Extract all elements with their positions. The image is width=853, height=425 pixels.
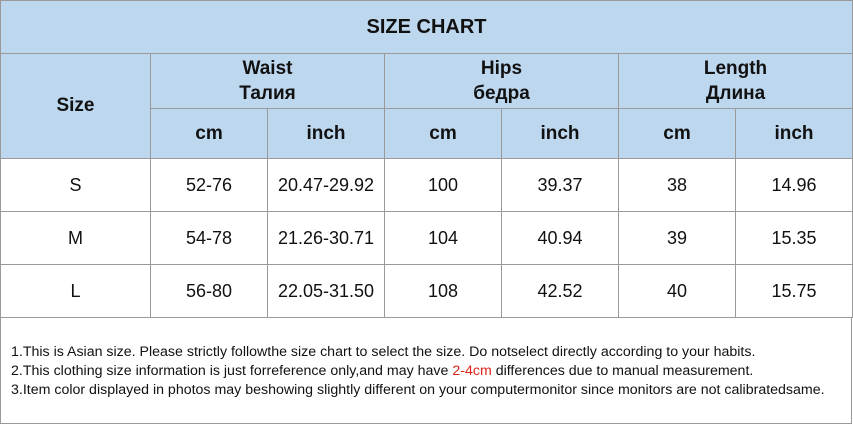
note-text: 2.This clothing size information is just… [11,363,453,379]
unit-row: cm inch cm inch cm inch [1,108,853,159]
note-text: differences due to manual measurement. [491,363,754,379]
note: 3.Item color displayed in photos may bes… [11,382,825,398]
unit-header: cm [150,108,268,159]
unit-header: cm [618,108,736,159]
cell: 52-76 [150,158,268,212]
note: 1.This is Asian size. Please strictly fo… [11,344,756,360]
cell: M [0,211,151,265]
group-name-ru: Талия [239,83,296,104]
group-header: Length Длина [617,53,853,109]
cell: 20.47-29.92 [267,158,385,212]
cell: 108 [384,264,502,318]
cell: 39 [618,211,736,265]
cell: 104 [384,211,502,265]
group-name-ru: Длина [705,83,766,104]
group-name: Hips [480,58,523,79]
note-highlight: 2-4cm [452,363,492,379]
cell: 22.05-31.50 [267,264,385,318]
note: 2.This clothing size information is just… [11,363,753,379]
group-header: Waist Талия [150,53,385,109]
data-row: S 52-76 20.47-29.92 100 39.37 38 14.96 [0,158,853,212]
cell: 38 [618,158,736,212]
unit-header: inch [267,108,385,159]
group-name: Length [703,58,768,79]
cell: 39.37 [501,158,619,212]
cell: 21.26-30.71 [267,211,385,265]
cell: 42.52 [501,264,619,318]
cell: 14.96 [734,158,853,212]
cell: 15.35 [734,211,853,265]
data-row: L 56-80 22.05-31.50 108 42.52 40 15.75 [0,264,853,318]
cell: 56-80 [150,264,268,318]
notes: 1.This is Asian size. Please strictly fo… [0,318,852,424]
unit-header: cm [384,108,502,159]
unit-header: inch [501,108,619,159]
cell: 40.94 [501,211,619,265]
cell: S [0,158,151,212]
cell: 100 [384,158,502,212]
size-table: SIZE CHART Size Waist Талия Hips бедра Length… [0,0,853,318]
unit-header: inch [734,108,853,159]
group-name: Waist [242,58,293,79]
data-row: M 54-78 21.26-30.71 104 40.94 39 15.35 [0,211,853,265]
group-header: Hips бедра [384,53,619,109]
cell: L [0,264,151,318]
cell: 54-78 [150,211,268,265]
cell: 40 [618,264,736,318]
size-header: Size [0,53,151,159]
cell: 15.75 [734,264,853,318]
header-row: Size Waist Талия Hips бедра Length Длина [0,53,853,159]
group-name-ru: бедра [473,83,530,104]
title: SIZE CHART [0,0,853,54]
